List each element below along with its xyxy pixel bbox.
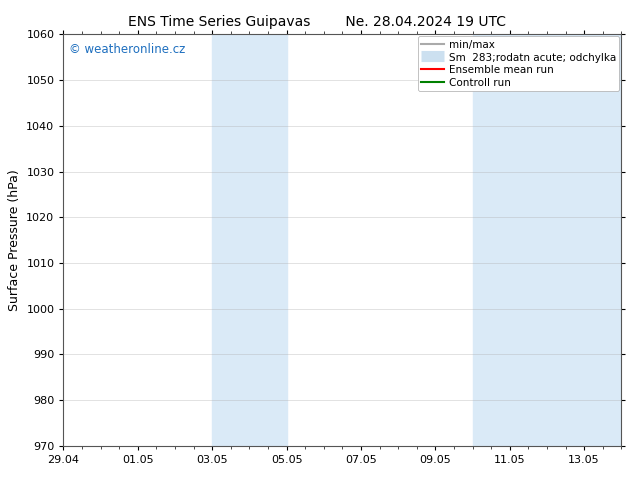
Bar	[212, 34, 287, 446]
Text: © weatheronline.cz: © weatheronline.cz	[69, 43, 185, 55]
Legend: min/max, Sm  283;rodatn acute; odchylka, Ensemble mean run, Controll run: min/max, Sm 283;rodatn acute; odchylka, …	[418, 36, 619, 91]
Text: ENS Time Series Guipavas        Ne. 28.04.2024 19 UTC: ENS Time Series Guipavas Ne. 28.04.2024 …	[128, 15, 506, 29]
Bar	[472, 34, 621, 446]
Y-axis label: Surface Pressure (hPa): Surface Pressure (hPa)	[8, 169, 21, 311]
